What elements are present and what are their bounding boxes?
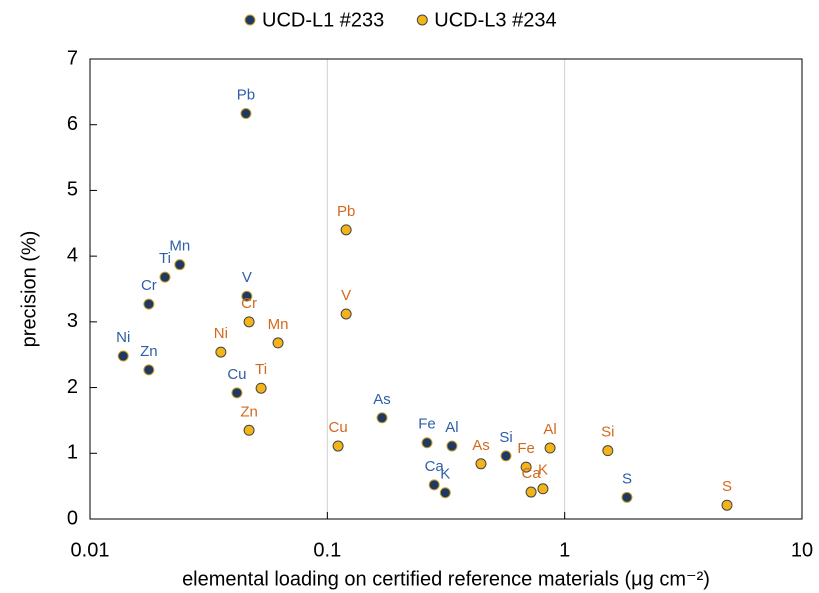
point xyxy=(602,445,614,457)
point xyxy=(231,387,243,399)
point xyxy=(537,483,549,495)
x-tick-label: 0.1 xyxy=(313,539,341,561)
y-axis-label: precision (%) xyxy=(18,231,40,348)
point-label: Cr xyxy=(241,295,257,312)
point xyxy=(143,364,155,376)
point xyxy=(525,486,537,498)
y-tick-label: 6 xyxy=(67,113,78,135)
point xyxy=(241,290,253,302)
point-label: Pb xyxy=(337,203,355,220)
point-label: Cu xyxy=(227,366,246,383)
x-tick-label: 0.01 xyxy=(71,539,110,561)
x-tick-label: 1 xyxy=(559,539,570,561)
point xyxy=(243,424,255,436)
point xyxy=(721,499,733,511)
point xyxy=(376,412,388,424)
point-label: Ni xyxy=(116,329,130,346)
point xyxy=(159,271,171,283)
point xyxy=(215,346,227,358)
point-label: Cr xyxy=(141,277,157,294)
point xyxy=(243,316,255,328)
point xyxy=(174,259,186,271)
legend-marker xyxy=(416,14,428,26)
point-label: S xyxy=(622,470,632,487)
point-label: Si xyxy=(499,429,512,446)
point-label: K xyxy=(538,462,548,479)
point xyxy=(340,224,352,236)
point-label: Fe xyxy=(418,416,436,433)
point-label: Cu xyxy=(328,419,347,436)
plot-frame xyxy=(89,58,803,520)
point-label: S xyxy=(722,478,732,495)
y-tick-label: 1 xyxy=(67,442,78,464)
y-tick-label: 7 xyxy=(67,47,78,69)
point xyxy=(544,442,556,454)
point xyxy=(272,337,284,349)
x-axis-label: elemental loading on certified reference… xyxy=(182,568,710,590)
point-label: As xyxy=(373,391,391,408)
point-label: Al xyxy=(543,421,556,438)
point xyxy=(143,298,155,310)
point xyxy=(500,450,512,462)
point xyxy=(240,108,252,120)
point-label: As xyxy=(472,437,490,454)
point-label: Ca xyxy=(425,458,445,475)
point xyxy=(446,440,458,452)
y-tick-label: 0 xyxy=(67,507,78,529)
point-label: Fe xyxy=(517,440,535,457)
legend-label: UCD-L1 #233 xyxy=(262,9,384,31)
point-label: V xyxy=(242,269,252,286)
y-tick-label: 4 xyxy=(67,244,78,266)
point-label: Zn xyxy=(140,343,158,360)
point-label: K xyxy=(440,466,450,483)
y-tick-label: 2 xyxy=(67,376,78,398)
point-label: Ti xyxy=(159,250,171,267)
point xyxy=(621,491,633,503)
point xyxy=(520,461,532,473)
point xyxy=(421,437,433,449)
point xyxy=(475,458,487,470)
point-label: Si xyxy=(601,424,614,441)
point-label: Zn xyxy=(240,403,258,420)
point xyxy=(255,382,267,394)
point-label: Mn xyxy=(169,238,190,255)
point xyxy=(428,479,440,491)
y-tick-label: 5 xyxy=(67,179,78,201)
point-label: Pb xyxy=(237,87,255,104)
point-label: Mn xyxy=(268,316,289,333)
x-tick-label: 10 xyxy=(791,539,813,561)
point-label: Ni xyxy=(214,325,228,342)
point xyxy=(340,308,352,320)
point-label: Al xyxy=(445,419,458,436)
legend-marker xyxy=(244,14,256,26)
point-label: V xyxy=(341,287,351,304)
point-label: Ca xyxy=(521,465,541,482)
y-tick-label: 3 xyxy=(67,310,78,332)
point xyxy=(439,487,451,499)
point xyxy=(332,440,344,452)
point-label: Ti xyxy=(255,361,267,378)
point xyxy=(117,350,129,362)
legend-label: UCD-L3 #234 xyxy=(434,9,556,31)
